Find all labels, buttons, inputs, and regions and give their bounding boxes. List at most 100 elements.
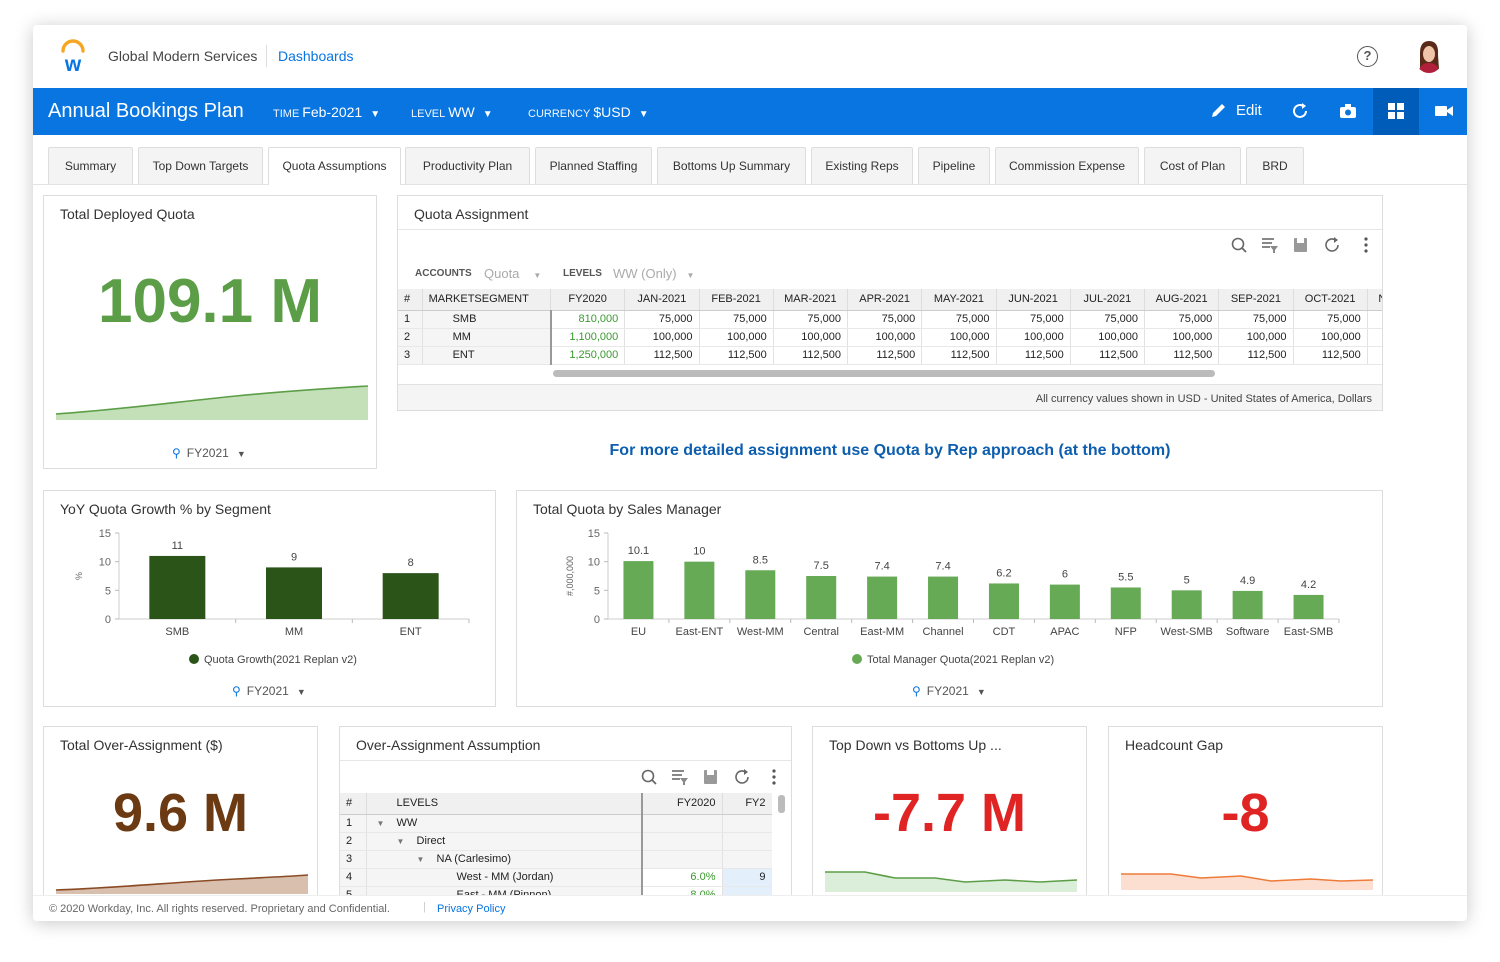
value-cell[interactable]: 112,500 [1218, 346, 1294, 365]
accounts-select[interactable]: Quota ▼ [484, 266, 541, 281]
refresh-icon[interactable] [1289, 100, 1311, 122]
tab-commission-expense[interactable]: Commission Expense [995, 147, 1139, 184]
column-header[interactable]: FY2 [722, 793, 772, 815]
value-cell[interactable] [642, 850, 723, 869]
value-cell[interactable]: 100,000 [996, 328, 1071, 347]
value-cell[interactable] [722, 814, 772, 833]
value-cell[interactable] [642, 814, 723, 833]
value-cell[interactable]: 75,000 [1218, 310, 1294, 329]
help-icon[interactable]: ? [1357, 46, 1378, 67]
column-header[interactable]: MAY-2021 [921, 289, 997, 311]
value-cell[interactable]: 75,000 [624, 310, 700, 329]
horizontal-scrollbar[interactable] [553, 370, 1215, 377]
value-cell[interactable]: 100,000 [921, 328, 997, 347]
tab-bottoms-up-summary[interactable]: Bottoms Up Summary [657, 147, 806, 184]
value-cell[interactable]: 810,000 [550, 310, 626, 329]
avatar[interactable] [1414, 39, 1444, 73]
value-cell[interactable] [1367, 328, 1382, 347]
value-cell[interactable] [1367, 346, 1382, 365]
value-cell[interactable]: 112,500 [1070, 346, 1146, 365]
column-header[interactable]: JUL-2021 [1070, 289, 1146, 311]
value-cell[interactable]: 100,000 [1070, 328, 1146, 347]
column-header[interactable]: # [398, 289, 423, 311]
value-cell[interactable]: 100,000 [1144, 328, 1220, 347]
column-header[interactable]: FEB-2021 [699, 289, 774, 311]
tree-toggle-icon[interactable]: ▼ [396, 837, 405, 846]
value-cell[interactable]: 112,500 [847, 346, 923, 365]
tree-toggle-icon[interactable]: ▼ [416, 855, 425, 864]
currency-prompt[interactable]: CURRENCY $USD ▼ [528, 104, 649, 120]
refresh-icon[interactable] [1325, 237, 1339, 252]
value-cell[interactable]: 112,500 [1293, 346, 1368, 365]
refresh-icon[interactable] [735, 769, 749, 784]
column-header[interactable]: JUN-2021 [996, 289, 1071, 311]
value-cell[interactable]: 9 [722, 868, 772, 887]
value-cell[interactable]: 75,000 [921, 310, 997, 329]
dashboards-link[interactable]: Dashboards [278, 48, 354, 64]
more-vertical-icon[interactable] [1364, 237, 1368, 253]
fy-filter[interactable]: ⚲ FY2021 ▼ [172, 446, 246, 460]
value-cell[interactable]: 75,000 [847, 310, 923, 329]
value-cell[interactable]: 112,500 [996, 346, 1071, 365]
column-header[interactable]: FY2020 [550, 289, 626, 311]
vertical-scrollbar[interactable] [778, 795, 785, 813]
column-header[interactable]: SEP-2021 [1218, 289, 1294, 311]
value-cell[interactable]: 100,000 [699, 328, 774, 347]
edit-button[interactable]: Edit [1236, 102, 1262, 119]
value-cell[interactable]: 100,000 [1293, 328, 1368, 347]
column-header[interactable]: JAN-2021 [624, 289, 700, 311]
tab-summary[interactable]: Summary [48, 147, 133, 184]
value-cell[interactable]: 1,100,000 [550, 328, 626, 347]
tab-existing-reps[interactable]: Existing Reps [811, 147, 913, 184]
tab-quota-assumptions[interactable]: Quota Assumptions [268, 147, 401, 185]
column-header[interactable]: OCT-2021 [1293, 289, 1368, 311]
value-cell[interactable]: 112,500 [921, 346, 997, 365]
column-header[interactable]: LEVELS [366, 793, 643, 815]
video-camera-icon[interactable] [1433, 100, 1455, 122]
value-cell[interactable]: 100,000 [847, 328, 923, 347]
pencil-icon[interactable] [1210, 101, 1228, 119]
value-cell[interactable] [722, 850, 772, 869]
filter-list-icon[interactable] [672, 770, 688, 785]
value-cell[interactable] [722, 832, 772, 851]
value-cell[interactable]: 75,000 [699, 310, 774, 329]
filter-list-icon[interactable] [1262, 238, 1278, 253]
value-cell[interactable]: 75,000 [1070, 310, 1146, 329]
tab-cost-of-plan[interactable]: Cost of Plan [1144, 147, 1241, 184]
value-cell[interactable]: 75,000 [1293, 310, 1368, 329]
save-icon[interactable] [1294, 238, 1307, 252]
fy-filter[interactable]: ⚲ FY2021 ▼ [912, 684, 986, 698]
value-cell[interactable]: 6.0% [642, 868, 723, 887]
time-prompt[interactable]: TIME Feb-2021 ▼ [273, 104, 380, 120]
column-header[interactable]: FY2020 [642, 793, 723, 815]
value-cell[interactable]: 100,000 [1218, 328, 1294, 347]
search-icon[interactable] [641, 769, 657, 785]
more-vertical-icon[interactable] [772, 769, 776, 785]
value-cell[interactable] [642, 832, 723, 851]
value-cell[interactable] [1367, 310, 1382, 329]
value-cell[interactable]: 100,000 [773, 328, 849, 347]
value-cell[interactable]: 112,500 [1144, 346, 1220, 365]
tab-top-down-targets[interactable]: Top Down Targets [138, 147, 263, 184]
search-icon[interactable] [1231, 237, 1247, 253]
tab-productivity-plan[interactable]: Productivity Plan [405, 147, 530, 184]
column-header[interactable]: AUG-2021 [1144, 289, 1220, 311]
column-header[interactable]: APR-2021 [847, 289, 923, 311]
grid-view-button[interactable] [1373, 88, 1419, 135]
level-prompt[interactable]: LEVEL WW ▼ [411, 104, 493, 120]
tree-toggle-icon[interactable]: ▼ [376, 819, 385, 828]
column-header[interactable]: # [340, 793, 367, 815]
column-header[interactable]: N [1367, 289, 1382, 311]
workday-logo-icon[interactable]: w [60, 39, 86, 73]
tab-planned-staffing[interactable]: Planned Staffing [535, 147, 652, 184]
save-icon[interactable] [704, 770, 717, 784]
levels-select[interactable]: WW (Only) ▼ [613, 266, 694, 281]
value-cell[interactable]: 112,500 [624, 346, 700, 365]
value-cell[interactable]: 75,000 [996, 310, 1071, 329]
value-cell[interactable]: 1,250,000 [550, 346, 626, 365]
value-cell[interactable]: 112,500 [773, 346, 849, 365]
privacy-policy-link[interactable]: Privacy Policy [437, 903, 506, 915]
column-header[interactable]: MARKETSEGMENT [422, 289, 552, 311]
value-cell[interactable]: 112,500 [699, 346, 774, 365]
tab-pipeline[interactable]: Pipeline [918, 147, 990, 184]
